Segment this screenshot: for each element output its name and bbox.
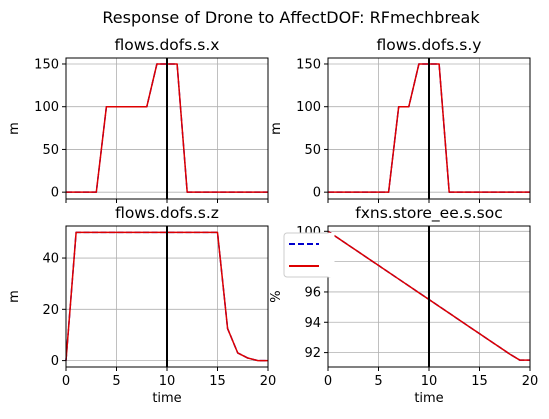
y-axis-label: m <box>7 290 22 303</box>
y-tick-label: 150 <box>34 57 59 72</box>
legend-occluder <box>328 233 335 277</box>
x-axis-label: time <box>414 391 443 406</box>
subplot-soc: 0510152092949698100fxns.store_ee.s.soc%t… <box>269 204 538 406</box>
y-tick-label: 100 <box>34 100 59 115</box>
subplot-title: fxns.store_ee.s.soc <box>355 204 503 223</box>
y-tick-label: 0 <box>51 186 59 201</box>
y-axis-label: % <box>269 290 284 302</box>
subplot-z: 0 5 10 15 20 0 20 40 flows.dofs.s.z m time <box>7 204 276 406</box>
y-tick-label: 96 <box>304 285 321 300</box>
x-tick-label: 10 <box>421 374 438 389</box>
legend <box>283 232 335 278</box>
x-tick-label: 0 <box>62 374 70 389</box>
x-tick-label: 0 <box>324 374 332 389</box>
figure-title: Response of Drone to AffectDOF: RFmechbr… <box>102 8 480 27</box>
subplot-y: 0 50 100 150 flows.dofs.s.y m <box>269 36 531 203</box>
x-axis-label: time <box>152 391 181 406</box>
y-tick-label: 40 <box>42 252 59 267</box>
x-tick-label: 15 <box>209 374 226 389</box>
x-tick-label: 20 <box>522 374 539 389</box>
x-tick-label: 15 <box>471 374 488 389</box>
x-tick-label: 5 <box>112 374 120 389</box>
subplot-x: 0 50 100 150 flows.dofs.s.x m <box>7 36 269 203</box>
subplot-title: flows.dofs.s.z <box>115 204 219 222</box>
y-tick-label: 50 <box>42 143 59 158</box>
x-tick-label: 20 <box>260 374 277 389</box>
subplot-title: flows.dofs.s.x <box>115 36 220 54</box>
y-tick-label: 0 <box>51 354 59 369</box>
y-tick-label: 92 <box>304 346 321 361</box>
y-tick-label: 94 <box>304 316 321 331</box>
y-tick-label: 100 <box>296 100 321 115</box>
y-axis-label: m <box>269 122 284 135</box>
y-tick-label: 20 <box>42 303 59 318</box>
x-tick-label: 10 <box>159 374 176 389</box>
x-tick-label: 5 <box>374 374 382 389</box>
y-tick-label: 50 <box>304 143 321 158</box>
legend-box <box>283 232 333 278</box>
y-axis-label: m <box>7 122 22 135</box>
y-tick-label: 0 <box>313 186 321 201</box>
subplot-title: flows.dofs.s.y <box>377 36 482 54</box>
y-tick-label: 150 <box>296 57 321 72</box>
